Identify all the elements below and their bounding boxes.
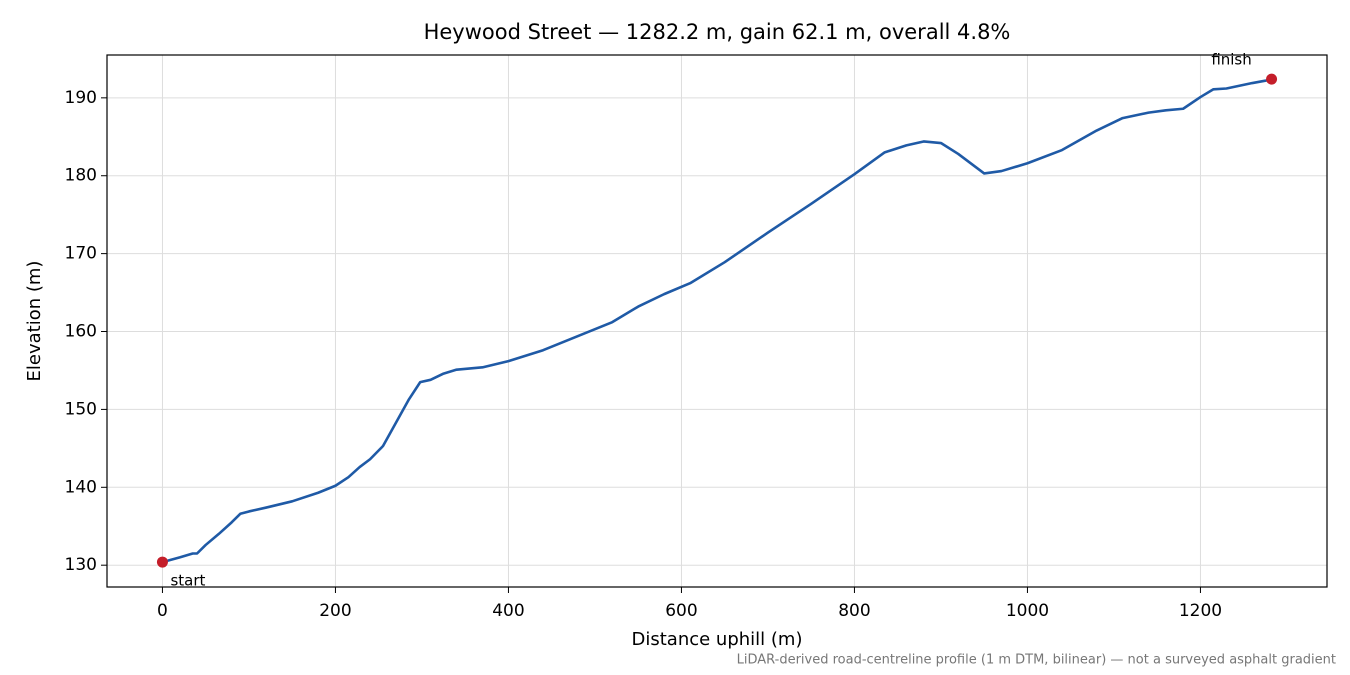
y-tick-label: 130 bbox=[65, 555, 97, 575]
y-tick-label: 140 bbox=[65, 477, 97, 497]
plot-frame bbox=[106, 54, 1328, 588]
endpoint-marker bbox=[1266, 73, 1278, 85]
x-tick-label: 600 bbox=[665, 601, 697, 621]
y-axis-label: Elevation (m) bbox=[24, 261, 45, 382]
y-tick-label: 170 bbox=[65, 244, 97, 264]
footnote: LiDAR-derived road-centreline profile (1… bbox=[737, 653, 1336, 668]
endpoint-label: finish bbox=[1211, 51, 1251, 69]
x-tick-label: 800 bbox=[838, 601, 870, 621]
chart-title: Heywood Street — 1282.2 m, gain 62.1 m, … bbox=[424, 20, 1011, 44]
x-tick-label: 1200 bbox=[1179, 601, 1222, 621]
endpoint-label: start bbox=[170, 572, 205, 590]
y-tick-label: 150 bbox=[65, 399, 97, 419]
x-tick-label: 0 bbox=[157, 601, 168, 621]
x-axis-label: Distance uphill (m) bbox=[632, 629, 803, 650]
endpoint-marker bbox=[156, 556, 168, 568]
elevation-line bbox=[162, 77, 1272, 564]
y-tick-label: 180 bbox=[65, 166, 97, 186]
x-tick-label: 1000 bbox=[1006, 601, 1049, 621]
x-tick-label: 200 bbox=[319, 601, 351, 621]
y-tick-label: 190 bbox=[65, 88, 97, 108]
y-tick-label: 160 bbox=[65, 322, 97, 342]
x-tick-label: 400 bbox=[492, 601, 524, 621]
